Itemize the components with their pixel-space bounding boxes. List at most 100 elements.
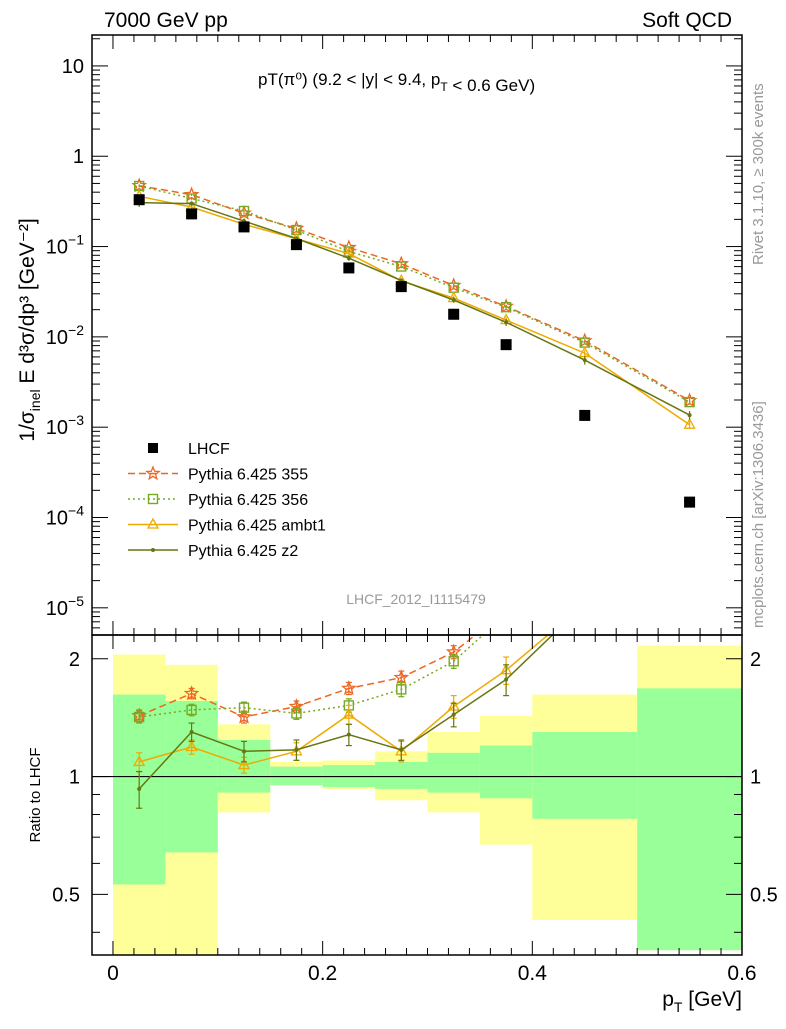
x-axis-label: pT [GeV] — [662, 988, 742, 1015]
series-1-ratio-point — [238, 702, 250, 713]
data-point — [395, 281, 407, 293]
series-3-ratio-point — [583, 602, 587, 606]
axis-ticks: 0 0.2 0.4 0.6 10−5 10−4 10−3 10−2 10−1 1 10 0.5 0.5 1… — [46, 35, 778, 985]
series-3-ratio-point — [451, 712, 456, 717]
series-3-main-point — [504, 320, 509, 325]
rivet-label: Rivet 3.1.10, ≥ 300k events — [750, 83, 767, 265]
series-3-ratio-point — [504, 677, 509, 682]
y-axis-label-text: 1/σinel E d³σ/dp³ [GeV⁻²] — [16, 218, 43, 441]
legend: LHCF Pythia 6.425 355 Pythia 6.425 356 Pyth… — [128, 441, 326, 560]
ratio-tick-label-right: 0.5 — [750, 884, 778, 906]
series-1-ratio-point — [291, 708, 302, 719]
legend-label-series-0: Pythia 6.425 355 — [188, 467, 308, 484]
data-point — [133, 194, 145, 206]
y-tick-label: 10−3 — [46, 412, 84, 439]
legend-marker-series-3 — [151, 548, 155, 552]
series-1-main-point — [396, 261, 407, 272]
x-tick-label: 0.2 — [308, 962, 337, 985]
watermark-label: LHCF_2012_I1115479 — [346, 591, 486, 607]
series-3-ratio-point — [399, 747, 404, 752]
chart-title-text: pT(π⁰) (9.2 < |y| < 9.4, pT < 0.6 GeV) — [258, 70, 535, 95]
series-0-ratio-point — [393, 669, 410, 685]
y-tick-label: 10−5 — [46, 593, 84, 620]
data-point — [684, 496, 696, 508]
series-1-ratio-point — [502, 610, 511, 619]
y-tick-label: 10−2 — [46, 322, 84, 349]
data-point — [343, 262, 355, 274]
ratio-tick-label-left: 2 — [69, 649, 80, 671]
ratio-band-green — [479, 745, 533, 799]
ratio-band-green — [532, 731, 638, 819]
data-point — [290, 239, 302, 251]
x-tick-label: 0.4 — [518, 962, 548, 985]
ratio-tick-label-left: 0.5 — [52, 884, 80, 906]
series-3-main-point — [687, 413, 692, 418]
series-0-main-line — [139, 184, 690, 402]
series-1-main-point — [684, 396, 695, 408]
series-3-ratio-point — [346, 732, 351, 737]
series-2-main-point — [683, 417, 696, 429]
main-panel-marks — [131, 177, 698, 508]
series-1-main-point — [500, 301, 512, 313]
y-tick-label: 10 — [62, 56, 84, 78]
ratio-band-green — [375, 761, 428, 789]
ratio-band-green — [637, 688, 742, 951]
legend-marker-series-2 — [146, 517, 160, 529]
series-2-ratio-point — [342, 707, 355, 719]
series-0-ratio-point — [340, 680, 357, 696]
data-point — [186, 208, 198, 220]
series-1-main-point — [238, 205, 250, 217]
series-1-ratio-point — [580, 600, 589, 609]
legend-label-data: LHCF — [188, 441, 230, 458]
data-point — [579, 409, 591, 421]
series-2-ratio-line — [138, 635, 550, 766]
series-3-ratio-point — [137, 786, 142, 791]
ratio-panel-frame — [91, 634, 743, 956]
legend-label-series-3: Pythia 6.425 z2 — [188, 543, 298, 560]
y-axis-label: 1/σinel E d³σ/dp³ [GeV⁻²] — [16, 218, 43, 441]
ratio-y-label: Ratio to LHCF — [27, 747, 44, 842]
series-2-main-line — [139, 195, 691, 426]
data-point — [500, 339, 512, 351]
series-2-ratio-point — [237, 758, 251, 770]
series-3-ratio-point — [242, 749, 247, 754]
series-2-ratio-point — [580, 599, 590, 608]
series-1-ratio-point — [685, 600, 694, 609]
series-3-main-line — [139, 201, 690, 416]
legend-marker-series-0 — [145, 465, 161, 481]
legend-marker-series-1 — [147, 493, 159, 505]
ratio-tick-label-right: 1 — [750, 767, 761, 789]
ratio-tick-label-right: 2 — [750, 649, 761, 671]
x-axis-label-text: pT [GeV] — [662, 988, 742, 1015]
series-3-main-point — [346, 256, 351, 261]
x-tick-label: 0 — [107, 962, 119, 985]
series-0-ratio-point — [579, 598, 591, 610]
series-0-ratio-point — [183, 685, 200, 701]
data-point — [448, 308, 460, 320]
series-2-ratio-point — [133, 755, 146, 767]
series-0-ratio-point — [683, 598, 695, 610]
series-3-main-point — [582, 358, 587, 363]
series-0-ratio-point — [500, 604, 512, 616]
series-3-main-point — [189, 201, 194, 206]
series-1-ratio-point — [448, 656, 459, 667]
data-point — [238, 221, 250, 233]
x-tick-label: 0.6 — [727, 962, 756, 985]
header-right: Soft QCD — [642, 9, 732, 32]
series-0-ratio-point — [236, 708, 252, 724]
series-3-ratio-point — [189, 729, 194, 734]
series-3-main-point — [451, 297, 456, 302]
series-3-ratio-line — [138, 635, 554, 790]
y-tick-label: 10−4 — [46, 502, 84, 529]
series-1-ratio-point — [133, 711, 145, 723]
header-left: 7000 GeV pp — [104, 9, 228, 32]
series-2-ratio-point — [685, 599, 695, 608]
chart-title: pT(π⁰) (9.2 < |y| < 9.4, pT < 0.6 GeV) — [258, 70, 535, 95]
series-1-main-line — [139, 185, 690, 403]
legend-marker-data — [148, 443, 158, 453]
ratio-band-green — [427, 752, 480, 793]
y-tick-label: 10−1 — [46, 232, 84, 259]
ratio-panel-marks — [131, 598, 695, 809]
legend-label-series-2: Pythia 6.425 ambt1 — [188, 518, 326, 535]
